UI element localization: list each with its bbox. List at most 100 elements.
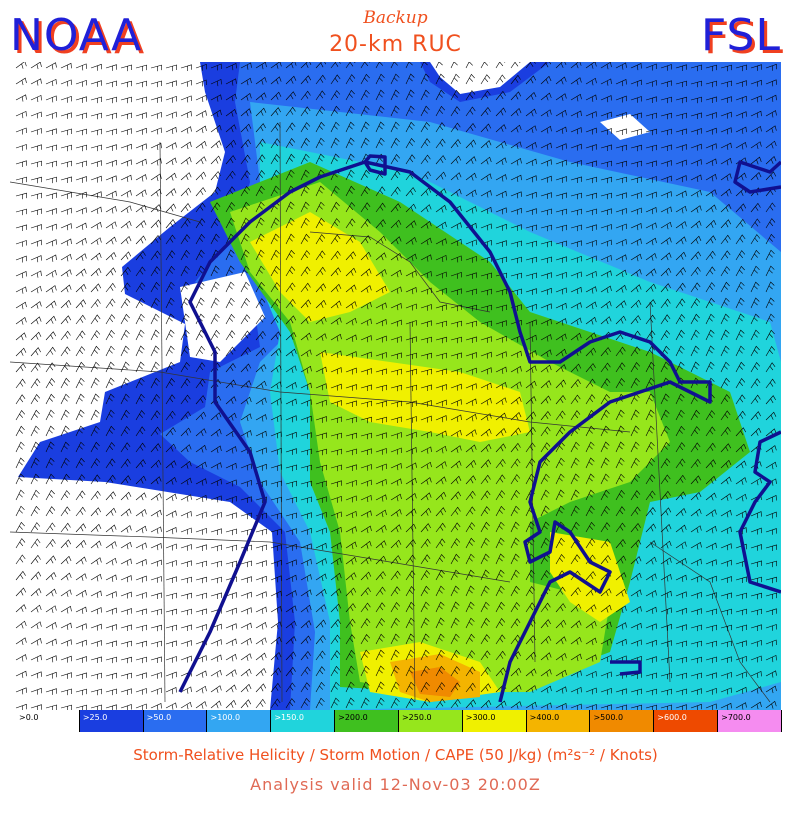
- wind-barb: [240, 413, 252, 422]
- wind-barb: [435, 507, 447, 517]
- wind-barb: [240, 123, 252, 133]
- wind-barb: [525, 108, 537, 117]
- wind-barb: [315, 558, 327, 566]
- wind-barb: [105, 441, 116, 453]
- wind-barb: [465, 490, 476, 501]
- wind-barb: [165, 142, 177, 150]
- wind-barb: [555, 473, 565, 485]
- wind-barb: [345, 218, 356, 229]
- wind-barb: [720, 702, 732, 710]
- boundary-line: [159, 141, 166, 703]
- wind-barb: [720, 219, 732, 229]
- wind-barb: [720, 313, 730, 325]
- wind-barb: [555, 394, 566, 405]
- wind-barb: [570, 587, 581, 597]
- wind-barb: [405, 137, 416, 149]
- wind-barb: [75, 314, 86, 325]
- wind-barb: [30, 393, 41, 405]
- wind-barb: [420, 204, 432, 213]
- wind-barb: [555, 669, 567, 678]
- wind-barb: [540, 669, 552, 677]
- wind-barb: [255, 430, 267, 438]
- wind-barb: [390, 524, 402, 533]
- wind-barb: [390, 73, 400, 85]
- wind-barb: [150, 426, 161, 437]
- wind-barb: [90, 112, 102, 120]
- wind-barb: [510, 62, 521, 69]
- wind-barb: [120, 575, 132, 583]
- wind-barb: [600, 362, 611, 373]
- wind-barb: [540, 159, 552, 167]
- wind-barb: [705, 703, 717, 710]
- wind-barb: [75, 160, 87, 168]
- wind-barb: [585, 239, 597, 247]
- wind-barb: [255, 380, 267, 389]
- wind-barb: [735, 608, 747, 616]
- wind-barb: [450, 414, 462, 422]
- wind-barb: [390, 539, 402, 549]
- wind-barb: [15, 554, 26, 565]
- wind-barb: [660, 490, 671, 501]
- wind-barb: [30, 457, 40, 469]
- wind-barb: [750, 378, 761, 389]
- wind-barb: [45, 393, 55, 405]
- wind-barb: [525, 224, 537, 232]
- wind-barb: [405, 253, 417, 262]
- wind-barb: [420, 138, 431, 149]
- wind-barb: [585, 144, 597, 151]
- wind-barb: [15, 160, 27, 168]
- wind-barb: [30, 362, 41, 373]
- wind-barb: [510, 489, 520, 501]
- wind-barb: [105, 640, 117, 648]
- wind-barb: [510, 442, 521, 453]
- wind-barb: [30, 176, 42, 184]
- wind-barb: [360, 525, 372, 534]
- wind-barb: [705, 559, 717, 567]
- wind-barb: [645, 361, 655, 373]
- wind-barb: [195, 79, 207, 87]
- wind-barb: [255, 560, 267, 567]
- wind-barb: [555, 636, 567, 645]
- wind-barb: [735, 218, 746, 229]
- wind-barb: [180, 686, 192, 694]
- wind-barb: [750, 110, 762, 118]
- wind-barb: [510, 427, 522, 437]
- wind-barb: [540, 175, 552, 183]
- wind-barb: [330, 588, 342, 597]
- wind-barb: [480, 397, 492, 406]
- wind-barb: [60, 425, 70, 437]
- wind-barb: [300, 635, 312, 645]
- wind-barb: [510, 634, 521, 645]
- legend-bin: >250.0: [398, 710, 463, 732]
- wind-barb: [735, 624, 747, 632]
- wind-barb: [525, 651, 537, 661]
- wind-barb: [690, 475, 702, 485]
- wind-barb: [15, 286, 27, 294]
- wind-barb: [540, 334, 552, 342]
- wind-barb: [420, 237, 432, 246]
- wind-barb: [675, 221, 687, 229]
- wind-barb: [480, 223, 492, 231]
- wind-barb: [450, 569, 460, 581]
- wind-barb: [150, 361, 160, 373]
- wind-barb: [615, 269, 627, 278]
- wind-barb: [510, 74, 521, 85]
- wind-barb: [360, 633, 371, 645]
- wind-barb: [675, 236, 687, 245]
- wind-barb: [540, 364, 552, 373]
- wind-barb: [570, 441, 580, 453]
- wind-barb: [150, 526, 162, 534]
- wind-barb: [555, 553, 566, 565]
- wind-barb: [675, 442, 686, 453]
- wind-barb: [540, 635, 552, 645]
- wind-barb: [195, 171, 207, 181]
- wind-barb: [750, 477, 762, 486]
- noaa-logo-shadow: NOAA: [13, 13, 146, 64]
- wind-barb: [450, 336, 462, 344]
- wind-barb: [435, 368, 447, 376]
- wind-barb: [60, 128, 72, 136]
- wind-barb: [45, 522, 56, 533]
- wind-barb: [510, 224, 522, 231]
- wind-barb: [750, 249, 760, 261]
- wind-barb: [690, 128, 702, 135]
